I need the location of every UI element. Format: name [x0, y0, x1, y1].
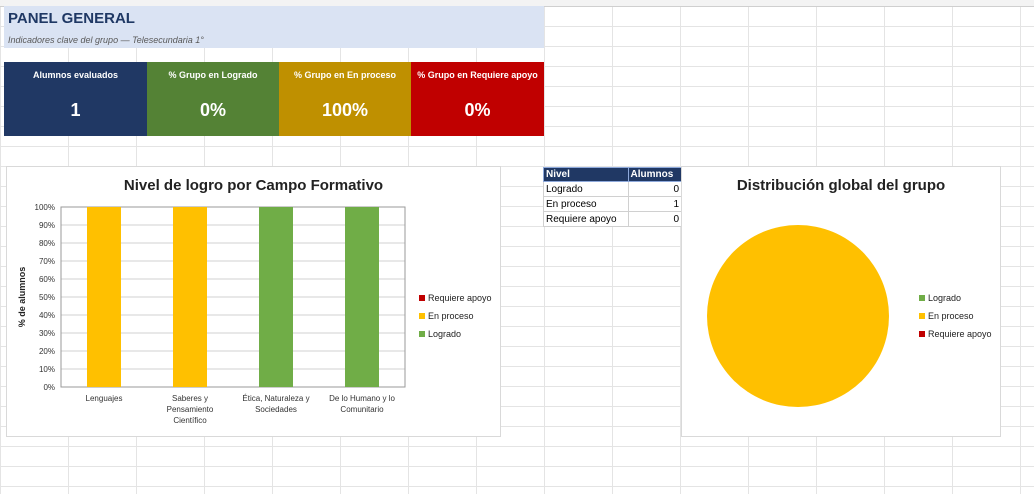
- page-subtitle: Indicadores clave del grupo — Telesecund…: [8, 35, 204, 45]
- kpi-requiere-apoyo[interactable]: % Grupo en Requiere apoyo 0%: [411, 62, 544, 136]
- pie-chart-panel[interactable]: Distribución global del grupo Logrado En…: [681, 166, 1001, 437]
- table-cell-alumnos[interactable]: 1: [627, 196, 683, 212]
- kpi-alumnos-evaluados[interactable]: Alumnos evaluados 1: [4, 62, 147, 136]
- table-cell-nivel[interactable]: En proceso: [543, 196, 629, 212]
- kpi-value: 1: [70, 100, 81, 120]
- bar-segment[interactable]: [87, 207, 121, 387]
- legend-swatch: [919, 295, 925, 301]
- summary-table: Nivel Alumnos Logrado 0 En proceso 1 Req…: [543, 167, 683, 227]
- kpi-value: 100%: [321, 100, 369, 120]
- legend-label: Logrado: [928, 293, 962, 303]
- legend-swatch: [419, 313, 425, 319]
- pie-chart-svg: [707, 225, 889, 407]
- y-tick-label: 0%: [43, 383, 55, 392]
- y-tick-label: 70%: [39, 257, 55, 266]
- legend-swatch: [419, 331, 425, 337]
- table-cell-nivel[interactable]: Requiere apoyo: [543, 211, 629, 227]
- legend-item-logrado: Logrado: [419, 325, 492, 343]
- pie-chart-title: Distribución global del grupo: [736, 177, 946, 194]
- y-tick-label: 30%: [39, 329, 55, 338]
- kpi-label: % Grupo en Requiere apoyo: [417, 70, 538, 80]
- legend-swatch: [419, 295, 425, 301]
- pie-chart-legend: Logrado En proceso Requiere apoyo: [919, 289, 992, 343]
- legend-item-logrado: Logrado: [919, 289, 992, 307]
- y-tick-label: 80%: [39, 239, 55, 248]
- table-cell-nivel[interactable]: Logrado: [543, 181, 629, 197]
- legend-item-en-proceso: En proceso: [919, 307, 992, 325]
- table-cell-alumnos[interactable]: 0: [627, 211, 683, 227]
- x-tick-label: Científico: [173, 416, 207, 425]
- legend-label: En proceso: [428, 311, 474, 321]
- y-tick-label: 40%: [39, 311, 55, 320]
- bar-chart-svg: 0% 10% 20% 30% 40% 50% 60% 70% 80% 90% 100% % de al…: [17, 203, 406, 425]
- kpi-en-proceso[interactable]: % Grupo en En proceso 100%: [279, 62, 411, 136]
- bar-segment[interactable]: [345, 207, 379, 387]
- kpi-value: 0%: [199, 100, 226, 120]
- legend-item-en-proceso: En proceso: [419, 307, 492, 325]
- x-tick-label: Pensamiento: [167, 405, 214, 414]
- legend-swatch: [919, 331, 925, 337]
- y-tick-label: 20%: [39, 347, 55, 356]
- x-tick-label: Comunitario: [340, 405, 384, 414]
- kpi-logrado[interactable]: % Grupo en Logrado 0%: [147, 62, 279, 136]
- bar-chart-title: Nivel de logro por Campo Formativo: [123, 177, 384, 194]
- pie-slice[interactable]: [707, 225, 889, 407]
- kpi-value: 0%: [464, 100, 491, 120]
- title-band: PANEL GENERAL Indicadores clave del grup…: [4, 6, 544, 48]
- legend-item-requiere-apoyo: Requiere apoyo: [919, 325, 992, 343]
- y-tick-label: 10%: [39, 365, 55, 374]
- table-header-alumnos: Alumnos: [627, 167, 683, 182]
- bar-chart-legend: Requiere apoyo En proceso Logrado: [419, 289, 492, 343]
- table-cell-alumnos[interactable]: 0: [627, 181, 683, 197]
- y-tick-label: 100%: [35, 203, 55, 212]
- legend-label: Logrado: [428, 329, 462, 339]
- x-tick-label: Ética, Naturaleza y: [242, 394, 309, 403]
- bar-segment[interactable]: [259, 207, 293, 387]
- plot-area: [60, 206, 406, 388]
- table-row: En proceso 1: [543, 196, 683, 212]
- legend-swatch: [919, 313, 925, 319]
- table-header-nivel: Nivel: [543, 167, 629, 182]
- table-row: Logrado 0: [543, 181, 683, 197]
- x-tick-label: Saberes y: [172, 394, 208, 403]
- y-tick-label: 60%: [39, 275, 55, 284]
- legend-item-requiere-apoyo: Requiere apoyo: [419, 289, 492, 307]
- bar-segment[interactable]: [173, 207, 207, 387]
- bar-chart-panel[interactable]: Nivel de logro por Campo Formativo 0% 10%…: [6, 166, 501, 437]
- x-tick-label: Sociedades: [255, 405, 297, 414]
- kpi-label: Alumnos evaluados: [32, 70, 119, 80]
- kpi-label: % Grupo en En proceso: [293, 70, 396, 80]
- legend-label: Requiere apoyo: [928, 329, 992, 339]
- x-tick-label: Lenguajes: [86, 394, 123, 403]
- legend-label: Requiere apoyo: [428, 293, 492, 303]
- x-tick-label: De lo Humano y lo: [329, 394, 395, 403]
- y-tick-label: 50%: [39, 293, 55, 302]
- y-axis-label: % de alumnos: [17, 267, 27, 328]
- y-tick-label: 90%: [39, 221, 55, 230]
- page-title: PANEL GENERAL: [8, 10, 135, 27]
- table-row: Requiere apoyo 0: [543, 211, 683, 227]
- legend-label: En proceso: [928, 311, 974, 321]
- kpi-label: % Grupo en Logrado: [168, 70, 258, 80]
